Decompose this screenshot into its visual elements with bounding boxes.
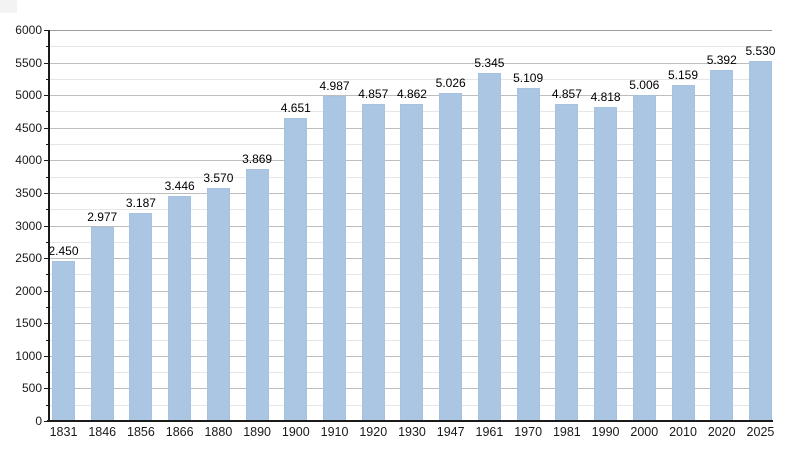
y-major-tick	[44, 160, 50, 162]
bar	[439, 93, 463, 421]
x-tick-label: 1831	[49, 425, 78, 439]
bar	[245, 168, 269, 421]
bar-value-label: 5.006	[629, 77, 660, 92]
y-tick-label: 2000	[15, 283, 42, 298]
y-tick-label: 3500	[15, 185, 42, 200]
bar-value-label: 3.869	[242, 151, 273, 166]
bar-value-label: 5.530	[745, 43, 776, 58]
bar	[555, 104, 579, 421]
y-tick-label: 2500	[15, 251, 42, 266]
bar-value-label: 5.109	[513, 71, 544, 86]
y-major-tick	[44, 192, 50, 194]
y-major-tick	[44, 258, 50, 260]
bar	[284, 117, 308, 421]
y-axis-line	[48, 30, 50, 422]
x-tick-label: 1866	[165, 425, 194, 439]
x-tick-label: 1981	[552, 425, 581, 439]
x-tick-label: 1856	[127, 425, 155, 439]
x-tick-label: 1920	[359, 425, 388, 439]
bar	[52, 261, 75, 421]
x-tick-label: 1970	[514, 425, 543, 439]
gridline-major	[50, 30, 772, 31]
bar	[516, 88, 540, 421]
bar-value-label: 5.345	[474, 55, 505, 70]
x-tick-label: 1961	[475, 425, 504, 439]
y-tick-label: 1000	[15, 348, 42, 363]
bar-value-label: 4.862	[396, 87, 427, 102]
x-tick-label: 2020	[707, 425, 736, 439]
y-major-tick	[44, 388, 50, 390]
x-tick-label: 1930	[398, 425, 426, 439]
y-tick-label: 5000	[15, 88, 42, 103]
bar	[594, 107, 618, 421]
y-tick-label: 500	[21, 381, 42, 396]
x-tick-label: 1947	[436, 425, 465, 439]
bar	[671, 84, 695, 421]
y-major-tick	[44, 95, 50, 97]
y-tick-label: 1500	[15, 316, 42, 331]
y-major-tick	[44, 323, 50, 325]
y-tick-label: 6000	[15, 23, 42, 37]
bar	[748, 60, 772, 421]
bar-value-label: 3.570	[203, 171, 234, 186]
x-tick-label: 1846	[88, 425, 117, 439]
x-tick-label: 1880	[204, 425, 233, 439]
bar	[710, 69, 734, 421]
bar-value-label: 4.857	[551, 87, 582, 102]
bar-value-label: 2.450	[48, 244, 79, 259]
bar	[90, 226, 114, 421]
x-tick-label: 2010	[669, 425, 697, 439]
bar-value-label: 5.026	[435, 76, 466, 91]
x-tick-label: 1890	[243, 425, 271, 439]
y-major-tick	[44, 355, 50, 357]
x-tick-label: 1990	[591, 425, 620, 439]
bar-value-label: 4.857	[358, 87, 389, 102]
x-tick-label: 2025	[746, 425, 775, 439]
bar	[129, 213, 153, 421]
bar	[400, 104, 424, 421]
bar-value-label: 4.987	[319, 79, 350, 93]
gridline-major	[50, 95, 772, 97]
x-tick-label: 1910	[320, 425, 349, 439]
y-major-tick	[44, 30, 50, 31]
y-tick-label: 0	[35, 414, 42, 428]
bar	[168, 196, 192, 421]
y-tick-label: 4000	[15, 153, 42, 168]
bar-value-label: 4.651	[280, 100, 311, 115]
y-tick-label: 5500	[15, 55, 42, 70]
x-tick-label: 1900	[281, 425, 310, 439]
x-axis-line	[47, 420, 773, 422]
bar	[361, 104, 385, 421]
bar	[632, 94, 656, 421]
y-tick-label: 4500	[15, 120, 42, 135]
y-major-tick	[44, 290, 50, 292]
x-tick-label: 2000	[630, 425, 659, 439]
bar-value-label: 2.977	[87, 209, 118, 224]
bar-value-label: 5.159	[668, 67, 699, 82]
gridline-minor	[50, 78, 772, 80]
y-major-tick	[44, 62, 50, 64]
gridline-major	[50, 62, 772, 64]
y-major-tick	[44, 225, 50, 227]
gridline-minor	[50, 46, 772, 48]
bar	[206, 188, 230, 421]
y-major-tick	[44, 127, 50, 129]
y-tick-label: 3000	[15, 218, 42, 233]
bar	[323, 96, 347, 421]
bar-value-label: 3.187	[125, 196, 156, 211]
corner-artifact	[0, 0, 17, 13]
bar-value-label: 3.446	[164, 179, 195, 194]
bar-value-label: 4.818	[590, 90, 621, 105]
bar	[477, 72, 501, 421]
bar-value-label: 5.392	[706, 52, 737, 67]
